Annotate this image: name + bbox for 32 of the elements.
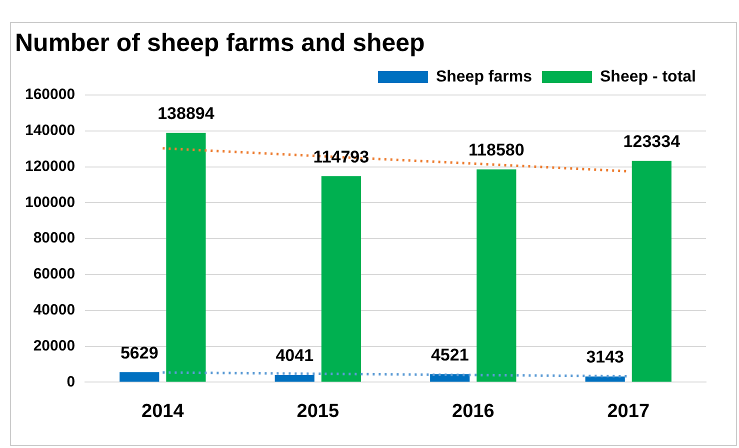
- data-label: 5629: [120, 343, 158, 362]
- bar: [476, 169, 516, 382]
- data-label: 3143: [586, 348, 624, 367]
- data-label: 4041: [276, 346, 314, 366]
- y-tick-label: 140000: [24, 122, 76, 140]
- data-label: 123334: [623, 132, 681, 152]
- y-tick-label: 0: [66, 373, 76, 390]
- chart-title: Number of sheep farms and sheep: [15, 28, 425, 57]
- x-tick-label: 2017: [607, 400, 650, 422]
- bar: [585, 376, 625, 382]
- data-label: 4521: [430, 345, 469, 364]
- data-label: 114793: [313, 147, 370, 166]
- legend-label: Sheep - total: [600, 68, 696, 86]
- y-tick-label: 100000: [24, 194, 76, 211]
- bar: [430, 374, 470, 382]
- y-tick-label: 20000: [33, 337, 76, 354]
- data-label: 118580: [468, 140, 524, 160]
- x-tick-label: 2014: [142, 400, 184, 422]
- bar: [274, 374, 314, 382]
- y-tick-label: 40000: [33, 302, 76, 319]
- bar: [166, 132, 206, 382]
- x-tick-label: 2016: [452, 400, 494, 422]
- y-tick-label: 80000: [33, 230, 76, 247]
- data-label: 138894: [158, 104, 215, 124]
- x-tick-label: 2015: [296, 400, 340, 422]
- bar: [120, 372, 160, 382]
- bar: [632, 160, 672, 382]
- y-tick-label: 160000: [24, 86, 76, 104]
- y-tick-label: 120000: [24, 158, 76, 175]
- legend-label: Sheep farms: [436, 68, 532, 86]
- bar: [321, 176, 361, 382]
- y-tick-label: 60000: [33, 266, 76, 283]
